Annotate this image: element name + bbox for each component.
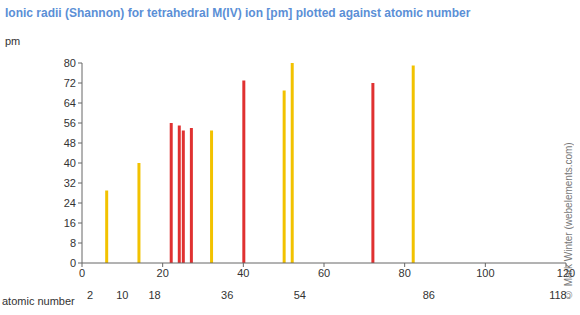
svg-text:40: 40 xyxy=(64,157,76,169)
svg-text:32: 32 xyxy=(64,177,76,189)
svg-text:118: 118 xyxy=(549,289,567,301)
svg-text:64: 64 xyxy=(64,97,76,109)
svg-text:80: 80 xyxy=(399,267,411,279)
svg-text:54: 54 xyxy=(294,289,306,301)
svg-text:56: 56 xyxy=(64,117,76,129)
svg-text:86: 86 xyxy=(423,289,435,301)
svg-text:0: 0 xyxy=(79,267,85,279)
svg-text:2: 2 xyxy=(87,289,93,301)
svg-text:60: 60 xyxy=(318,267,330,279)
svg-text:72: 72 xyxy=(64,77,76,89)
svg-text:18: 18 xyxy=(148,289,160,301)
svg-text:120: 120 xyxy=(557,267,572,279)
svg-text:8: 8 xyxy=(70,237,76,249)
svg-text:10: 10 xyxy=(116,289,128,301)
svg-text:0: 0 xyxy=(70,257,76,269)
svg-text:100: 100 xyxy=(476,267,494,279)
svg-text:16: 16 xyxy=(64,217,76,229)
svg-text:24: 24 xyxy=(64,197,76,209)
svg-text:36: 36 xyxy=(221,289,233,301)
svg-text:40: 40 xyxy=(237,267,249,279)
svg-text:48: 48 xyxy=(64,137,76,149)
svg-text:20: 20 xyxy=(157,267,169,279)
svg-text:80: 80 xyxy=(64,57,76,69)
